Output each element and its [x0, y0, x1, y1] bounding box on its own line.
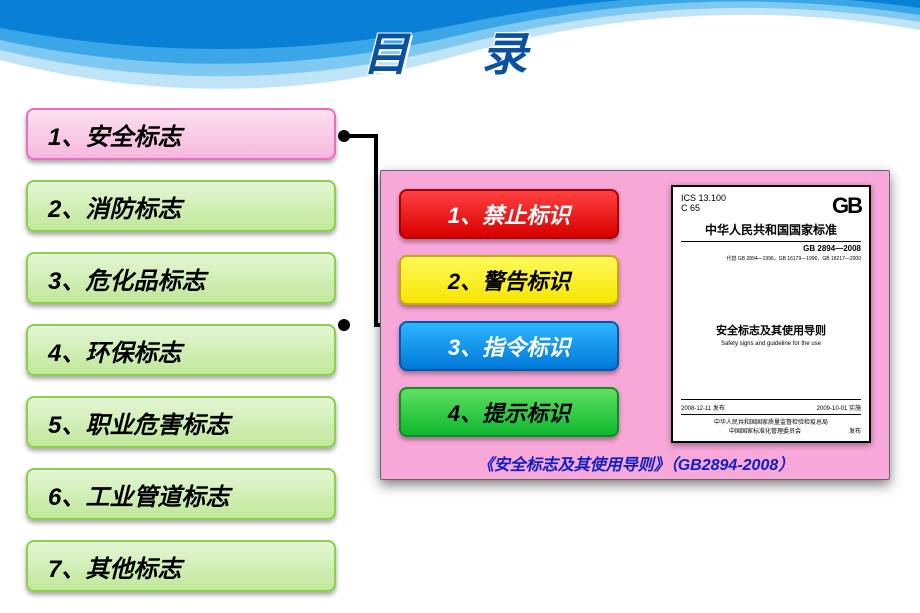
left-item-label: 5、职业危害标志	[48, 405, 229, 440]
sub-item-2[interactable]: 2、警告标识	[399, 255, 619, 305]
left-menu: 1、安全标志 2、消防标志 3、危化品标志 4、环保标志 5、职业危害标志 6、…	[26, 108, 336, 612]
sub-item-1[interactable]: 1、禁止标识	[399, 189, 619, 239]
sub-item-3[interactable]: 3、指令标识	[399, 321, 619, 371]
doc-footer: 2008-12-11 发布 2009-10-01 实施 中华人民共和国国家质量监…	[681, 399, 861, 435]
left-item-label: 7、其他标志	[48, 549, 181, 584]
left-item-7[interactable]: 7、其他标志	[26, 540, 336, 592]
left-item-1[interactable]: 1、安全标志	[26, 108, 336, 160]
left-item-2[interactable]: 2、消防标志	[26, 180, 336, 232]
document-cover: ICS 13.100C 65 GB 中华人民共和国国家标准 GB 2894—20…	[671, 185, 871, 443]
sub-item-label: 4、提示标识	[448, 396, 570, 428]
sub-menu: 1、禁止标识 2、警告标识 3、指令标识 4、提示标识	[399, 189, 619, 453]
doc-mid-en: Safety signs and guideline for the use	[681, 341, 861, 347]
doc-ics: ICS 13.100C 65	[681, 193, 726, 213]
page-title: 目 录	[0, 18, 920, 84]
panel-reference: 《安全标志及其使用导则》（GB2894-2008）	[381, 451, 891, 475]
left-item-label: 6、工业管道标志	[48, 477, 229, 512]
left-item-6[interactable]: 6、工业管道标志	[26, 468, 336, 520]
left-item-label: 1、安全标志	[48, 117, 181, 152]
doc-mid-title: 安全标志及其使用导则	[681, 322, 861, 338]
detail-panel: 1、禁止标识 2、警告标识 3、指令标识 4、提示标识 ICS 13.100C …	[380, 170, 890, 480]
left-item-4[interactable]: 4、环保标志	[26, 324, 336, 376]
sub-item-label: 3、指令标识	[448, 330, 570, 362]
sub-item-label: 1、禁止标识	[448, 198, 570, 230]
doc-header: 中华人民共和国国家标准	[681, 221, 861, 242]
left-item-3[interactable]: 3、危化品标志	[26, 252, 336, 304]
gb-logo: GB	[832, 193, 861, 219]
left-item-label: 4、环保标志	[48, 333, 181, 368]
sub-item-4[interactable]: 4、提示标识	[399, 387, 619, 437]
left-item-label: 2、消防标志	[48, 189, 181, 224]
left-item-label: 3、危化品标志	[48, 261, 205, 296]
left-item-5[interactable]: 5、职业危害标志	[26, 396, 336, 448]
doc-code: GB 2894—2008 代替 GB 2894—1996，GB 16179—19…	[681, 244, 861, 262]
sub-item-label: 2、警告标识	[448, 264, 570, 296]
